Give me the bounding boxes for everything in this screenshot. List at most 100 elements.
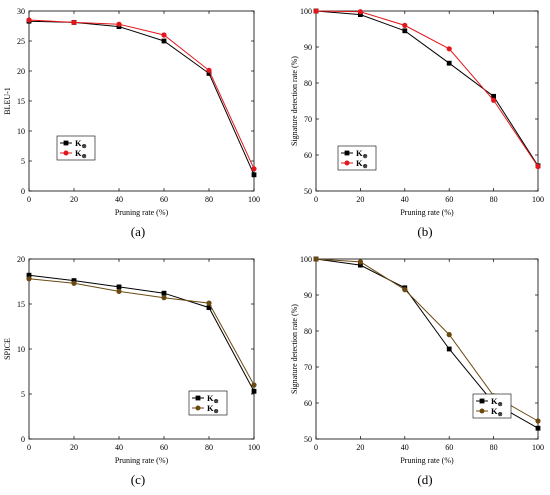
legend-marker-circle [63, 150, 69, 156]
y-tick-label: 100 [300, 7, 312, 16]
data-point-circle [535, 418, 541, 424]
data-point-circle [402, 287, 408, 293]
x-tick-label: 40 [115, 195, 123, 204]
x-tick-label: 80 [205, 443, 213, 452]
x-tick-label: 80 [490, 195, 498, 204]
y-tick-label: 25 [17, 37, 25, 46]
x-axis-label: Pruning rate (%) [400, 208, 454, 217]
data-point-square [535, 425, 541, 431]
y-tick-label: 60 [304, 151, 312, 160]
data-point-square [358, 12, 363, 17]
panel-caption: (a) [131, 224, 145, 239]
x-tick-label: 20 [356, 443, 364, 452]
series-line-2 [28, 278, 255, 386]
data-point-circle [116, 21, 122, 27]
y-tick-label: 80 [304, 327, 312, 336]
legend-label-name: K [207, 403, 214, 413]
x-axis-label: Pruning rate (%) [400, 456, 454, 465]
data-point-square [251, 388, 257, 394]
x-tick-label: 0 [314, 443, 318, 452]
legend-label: K⊗ [75, 138, 87, 150]
data-point-circle [491, 97, 497, 103]
chart-panel-4: 0 20 40 60 80 100 50 60 70 80 90 100 Pruning rate (%… [290, 255, 544, 487]
data-point-circle [26, 276, 32, 282]
legend-marker-square [344, 150, 350, 156]
data-point-square [446, 346, 452, 352]
panel-caption: (c) [131, 472, 145, 487]
x-tick-label: 60 [445, 443, 453, 452]
x-tick-label: 0 [27, 443, 31, 452]
data-point-circle [313, 256, 319, 262]
data-point-circle [251, 382, 257, 388]
data-point-circle [206, 67, 212, 73]
legend-box [56, 135, 96, 161]
y-tick-label: 50 [304, 187, 312, 196]
y-tick-label: 50 [304, 435, 312, 444]
legend-box [337, 145, 377, 171]
legend-label-name: K [491, 396, 498, 406]
data-point-square [206, 71, 212, 76]
y-tick-label: 15 [17, 97, 25, 106]
data-point-square [402, 28, 408, 34]
data-point-square [71, 278, 77, 283]
y-tick-label: 80 [304, 79, 312, 88]
legend-box [472, 393, 512, 419]
x-tick-label: 60 [445, 195, 453, 204]
series-line-2 [28, 19, 255, 170]
chart-panel-2: 0 20 40 60 80 100 50 60 70 80 90 100 Pruning rate (%… [290, 7, 544, 239]
legend-label: K⊗ [491, 396, 503, 408]
x-tick-label: 20 [70, 195, 78, 204]
x-tick-label: 20 [70, 443, 78, 452]
data-point-square [491, 93, 496, 99]
x-tick-label: 80 [205, 195, 213, 204]
legend-marker-circle [479, 408, 485, 414]
legend: K⊗K⊗ [337, 145, 377, 171]
y-tick-label: 90 [304, 291, 312, 300]
y-tick-label: 15 [17, 300, 25, 309]
data-point-square [206, 305, 212, 310]
x-tick-label: 40 [115, 443, 123, 452]
y-tick-label: 10 [17, 345, 25, 354]
x-tick-label: 100 [248, 443, 260, 452]
y-tick-label: 20 [17, 255, 25, 264]
legend-label-subscript: ⊗ [498, 412, 503, 418]
plot-frame [315, 10, 539, 192]
x-tick-label: 60 [160, 443, 168, 452]
legend-label-subscript: ⊗ [498, 402, 503, 408]
data-point-circle [446, 46, 452, 52]
y-tick-label: 100 [300, 255, 312, 264]
data-point-square [446, 60, 452, 66]
data-point-circle [71, 19, 77, 25]
x-tick-label: 0 [314, 195, 318, 204]
chart-panel-1: 0 20 40 60 80 100 0 5 10 15 20 25 30 Pruning rate (%)… [3, 7, 260, 239]
y-axis-label: Signature detection rate (%) [290, 56, 299, 146]
legend-marker-square [63, 140, 69, 146]
legend: K⊗K⊗ [472, 393, 512, 419]
x-tick-label: 100 [248, 195, 260, 204]
legend-label-name: K [75, 148, 82, 158]
y-tick-label: 70 [304, 363, 312, 372]
data-point-square [161, 290, 167, 296]
data-point-circle [71, 280, 77, 286]
legend-label: K⊗ [207, 393, 219, 405]
plot-frame [315, 258, 539, 440]
legend-marker-circle [195, 405, 201, 411]
legend: K⊗K⊗ [56, 135, 96, 161]
legend-marker-square [195, 395, 201, 401]
x-tick-label: 40 [401, 195, 409, 204]
legend-box [188, 390, 228, 416]
panel-caption: (d) [417, 472, 432, 487]
legend-label-name: K [75, 138, 82, 148]
x-axis-label: Pruning rate (%) [115, 456, 169, 465]
x-tick-label: 0 [27, 195, 31, 204]
y-tick-label: 90 [304, 43, 312, 52]
data-point-circle [313, 8, 319, 14]
data-point-square [251, 172, 257, 178]
data-point-square [161, 38, 167, 44]
x-axis-label: Pruning rate (%) [115, 208, 169, 217]
legend-label-name: K [207, 393, 214, 403]
legend-label-subscript: ⊗ [214, 399, 219, 405]
data-point-circle [26, 17, 32, 23]
y-tick-label: 60 [304, 399, 312, 408]
legend-label-name: K [491, 406, 498, 416]
